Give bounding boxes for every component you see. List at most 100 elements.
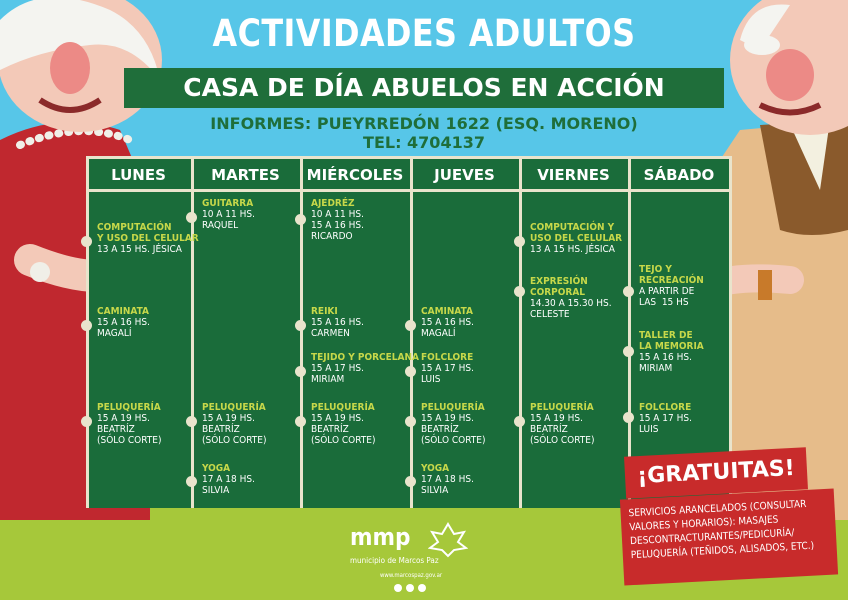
activity-detail: 15 A 16 HS. CARMEN xyxy=(311,317,364,339)
column-divider xyxy=(300,156,303,508)
timeline-dot xyxy=(186,476,197,487)
activity-detail: 10 A 11 HS. RAQUEL xyxy=(202,209,255,231)
activity-jueves-peluqueria: PELUQUERÍA 15 A 19 HS. BEATRÍZ (SÓLO COR… xyxy=(421,402,485,446)
activity-detail: 15 A 17 HS. LUIS xyxy=(639,413,692,435)
activity-detail: A PARTIR DE LAS 15 HS xyxy=(639,286,695,308)
activity-detail: 13 A 15 HS. JÉSICA xyxy=(530,244,615,255)
activity-name: FOLCLORE xyxy=(639,402,692,413)
activity-detail: 14.30 A 15.30 HS. CELESTE xyxy=(530,298,612,320)
timeline-dot xyxy=(295,320,306,331)
activity-detail: 15 A 19 HS. BEATRÍZ (SÓLO CORTE) xyxy=(421,413,486,446)
day-header-lunes: LUNES xyxy=(111,166,166,184)
logo-url: www.marcospaz.gov.ar xyxy=(380,572,443,579)
activity-name: PELUQUERÍA xyxy=(202,402,266,413)
facebook-icon[interactable] xyxy=(394,584,402,592)
activity-jueves-folclore: FOLCLORE 15 A 17 HS. LUIS xyxy=(421,352,474,385)
activity-martes-guitarra: GUITARRA 10 A 11 HS. RAQUEL xyxy=(202,198,255,231)
activity-martes-yoga: YOGA 17 A 18 HS. SILVIA xyxy=(202,463,255,496)
activity-name: CAMINATA xyxy=(421,306,473,317)
activity-detail: 15 A 19 HS. BEATRÍZ (SÓLO CORTE) xyxy=(97,413,162,446)
subtitle-bar xyxy=(124,68,724,108)
activity-detail: 15 A 16 HS. MIRIAM xyxy=(639,352,692,374)
day-header-jueves: JUEVES xyxy=(434,166,495,184)
timeline-dot xyxy=(405,320,416,331)
activity-sabado-tejo: TEJO Y RECREACIÓN A PARTIR DE LAS 15 HS xyxy=(639,264,704,308)
timeline-dot xyxy=(405,416,416,427)
column-divider xyxy=(519,156,522,508)
activity-name: YOGA xyxy=(421,463,450,474)
activity-detail: 15 A 19 HS. BEATRÍZ (SÓLO CORTE) xyxy=(530,413,595,446)
activity-name: TALLER DE LA MEMORIA xyxy=(639,330,704,352)
twitter-icon[interactable] xyxy=(406,584,414,592)
activity-detail: 10 A 11 HS. 15 A 16 HS. RICARDO xyxy=(311,209,364,242)
activity-detail: 15 A 19 HS. BEATRÍZ (SÓLO CORTE) xyxy=(311,413,376,446)
info-address: INFORMES: PUEYRREDÓN 1622 (ESQ. MORENO) xyxy=(210,114,638,133)
day-header-miercoles: MIÉRCOLES xyxy=(306,166,404,184)
page-subtitle: CASA DE DÍA ABUELOS EN ACCIÓN xyxy=(183,73,665,102)
activity-jueves-caminata: CAMINATA 15 A 16 HS. MAGALÍ xyxy=(421,306,474,339)
activity-name: REIKI xyxy=(311,306,338,317)
activity-viernes-peluqueria: PELUQUERÍA 15 A 19 HS. BEATRÍZ (SÓLO COR… xyxy=(530,402,594,446)
column-divider xyxy=(191,156,194,508)
info-phone: TEL: 4704137 xyxy=(363,133,485,152)
column-divider xyxy=(410,156,413,508)
activity-name: EXPRESIÓN CORPORAL xyxy=(530,276,588,298)
column-divider xyxy=(86,156,89,508)
activity-miercoles-tejido: TEJIDO Y PORCELANA 15 A 17 HS. MIRIAM xyxy=(311,352,419,385)
activity-name: FOLCLORE xyxy=(421,352,474,363)
activity-detail: 15 A 17 HS. MIRIAM xyxy=(311,363,364,385)
activity-name: YOGA xyxy=(202,463,231,474)
timeline-dot xyxy=(81,320,92,331)
activity-jueves-yoga: YOGA 17 A 18 HS. SILVIA xyxy=(421,463,474,496)
activity-name: TEJO Y RECREACIÓN xyxy=(639,264,704,286)
day-header-martes: MARTES xyxy=(211,166,280,184)
column-divider xyxy=(628,156,631,508)
activity-name: GUITARRA xyxy=(202,198,254,209)
timeline-dot xyxy=(81,416,92,427)
day-header-viernes: VIERNES xyxy=(537,166,610,184)
activity-miercoles-peluqueria: PELUQUERÍA 15 A 19 HS. BEATRÍZ (SÓLO COR… xyxy=(311,402,375,446)
activity-detail: 17 A 18 HS. SILVIA xyxy=(421,474,474,496)
activity-martes-peluqueria: PELUQUERÍA 15 A 19 HS. BEATRÍZ (SÓLO COR… xyxy=(202,402,266,446)
paid-services-note: SERVICIOS ARANCELADOS (CONSULTAR VALORES… xyxy=(619,488,839,586)
activity-detail: 15 A 19 HS. BEATRÍZ (SÓLO CORTE) xyxy=(202,413,267,446)
timeline-dot xyxy=(186,212,197,223)
activity-lunes-computacion: COMPUTACIÓN Y USO DEL CELULAR 13 A 15 HS… xyxy=(97,222,199,255)
timeline-dot xyxy=(623,412,634,423)
activity-lunes-peluqueria: PELUQUERÍA 15 A 19 HS. BEATRÍZ (SÓLO COR… xyxy=(97,402,161,446)
column-divider xyxy=(729,156,732,508)
activity-name: CAMINATA xyxy=(97,306,149,317)
municipality-logo: mmp municipio de Marcos Paz www.marcospa… xyxy=(350,522,470,592)
day-header-sabado: SÁBADO xyxy=(643,166,715,184)
activity-lunes-caminata: CAMINATA 15 A 16 HS. MAGALÍ xyxy=(97,306,150,339)
activity-detail: 13 A 15 HS. JÉSICA xyxy=(97,244,182,255)
logo-mark: mmp xyxy=(350,523,411,551)
timeline-dot xyxy=(623,286,634,297)
activity-name: PELUQUERÍA xyxy=(311,402,375,413)
activity-detail: 15 A 16 HS. MAGALÍ xyxy=(421,317,474,339)
instagram-icon[interactable] xyxy=(418,584,426,592)
activity-name: COMPUTACIÓN Y USO DEL CELULAR xyxy=(530,222,623,244)
activity-detail: 17 A 18 HS. SILVIA xyxy=(202,474,255,496)
activity-name: AJEDRÉZ xyxy=(311,198,355,209)
timeline-dot xyxy=(295,416,306,427)
activity-sabado-taller: TALLER DE LA MEMORIA 15 A 16 HS. MIRIAM xyxy=(639,330,704,374)
activity-detail: 15 A 16 HS. MAGALÍ xyxy=(97,317,150,339)
activity-viernes-expresion: EXPRESIÓN CORPORAL 14.30 A 15.30 HS. CEL… xyxy=(530,276,612,320)
timeline-dot xyxy=(295,214,306,225)
timeline-dot xyxy=(81,236,92,247)
leaf-icon xyxy=(428,522,468,558)
timeline-dot xyxy=(405,366,416,377)
header-divider xyxy=(86,189,732,192)
paid-services-text: SERVICIOS ARANCELADOS (CONSULTAR VALORES… xyxy=(628,498,815,562)
activity-sabado-folclore: FOLCLORE 15 A 17 HS. LUIS xyxy=(639,402,692,435)
activity-detail: 15 A 17 HS. LUIS xyxy=(421,363,474,385)
timeline-dot xyxy=(514,236,525,247)
activity-name: COMPUTACIÓN Y USO DEL CELULAR xyxy=(97,222,199,244)
activity-name: PELUQUERÍA xyxy=(530,402,594,413)
board-top-border xyxy=(86,156,732,159)
logo-subtitle: municipio de Marcos Paz xyxy=(350,556,439,565)
timeline-dot xyxy=(405,476,416,487)
activity-name: PELUQUERÍA xyxy=(421,402,485,413)
activity-name: PELUQUERÍA xyxy=(97,402,161,413)
